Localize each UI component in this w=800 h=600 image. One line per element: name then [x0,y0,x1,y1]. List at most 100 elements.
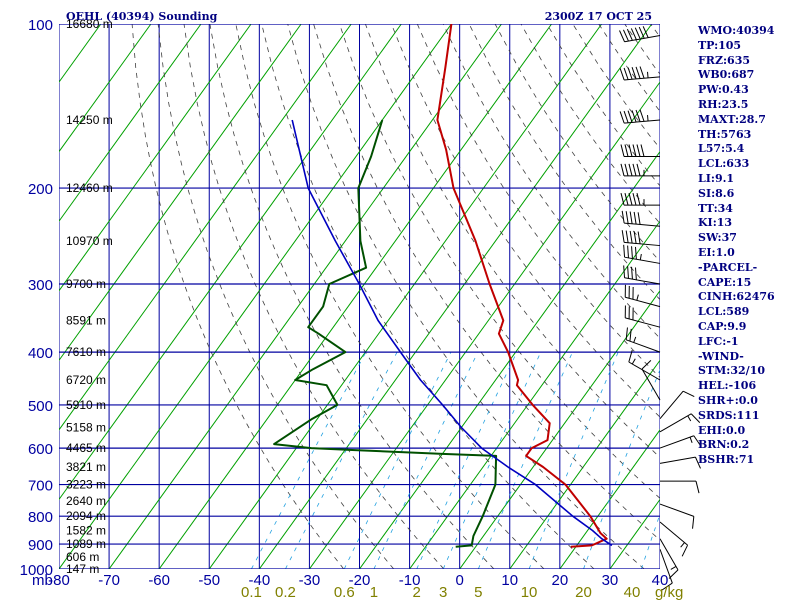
stat-item: SW:37 [698,231,737,245]
wind-barb-feather [621,210,625,224]
axis-labels: -80 -70 -60 -50 -40 -30 -20 -10 0 10 20 30 40 0.1 0.2 0… [20,17,669,600]
stat-item: EI:1.0 [698,245,735,259]
stat-item: EHI:0.0 [698,423,746,437]
wind-barb-feather [694,456,701,469]
x-tick-label: 40 [652,572,669,589]
isotherm-line [308,81,660,569]
x-tick-label: 30 [602,572,619,589]
wind-barb-staff [624,277,661,285]
wind-barb-feather [620,144,625,157]
height-label: 5910 m [66,398,106,412]
wind-barb-feather [632,193,637,206]
wind-barb-feather [629,328,632,342]
stat-item: TP:105 [698,38,742,52]
wind-barb-feather [629,211,633,224]
wind-barb-staff [624,76,661,81]
wind-barb-feather [631,246,633,259]
wind-barb-staff [659,521,688,546]
pressure-label: 100 [28,17,53,34]
wind-barb-feather [636,163,641,177]
mixing-ratio-line [583,368,660,569]
wind-barb [659,435,702,449]
stat-item: L57:5.4 [698,142,745,156]
x-tick-label: -70 [98,572,120,589]
dewpoint-line [273,119,498,548]
x-tick-label: 10 [501,572,518,589]
wind-barb-feather [634,246,637,260]
mixing-ratio-label: 3 [439,584,447,600]
mixing-ratio-line [373,351,479,569]
wind-barb-half-feather [636,294,639,301]
wind-barb [659,549,673,591]
dry-adiabat-line [313,24,660,541]
height-label: 2094 m [66,509,106,523]
x-unit-label: mb [32,572,53,589]
mixing-ratio-label: 5 [474,584,482,600]
dry-adiabat-line [391,24,660,418]
dry-adiabat-line [287,24,645,569]
wind-barb-feather [623,67,629,80]
stat-item: RH:23.5 [698,97,749,111]
stat-item: WB0:687 [698,68,755,82]
wind-barb-feather [630,28,637,40]
wind-barb-feather [635,66,641,79]
stat-item: HEL:-106 [698,379,757,393]
wind-barb-staff [659,435,694,449]
wind-barb [659,503,695,529]
wind-barb [659,413,701,433]
wind-barb-feather [627,245,629,258]
wind-barb-staff [624,241,661,247]
mixing-ratio-label: 10 [521,584,538,600]
wind-barb-feather [693,435,702,447]
height-label: 2640 m [66,494,106,508]
wind-barb-staff [624,35,661,43]
wind-barb-staff [659,503,694,517]
dry-adiabat-line [261,24,595,569]
wind-barb-half-feather [647,71,649,78]
stat-item: -WIND- [698,349,744,363]
wind-barb-feather [628,163,633,177]
mixing-ratio-label: 1 [370,584,378,600]
wind-barb-feather [690,413,701,424]
isotherm-line [59,24,152,153]
pressure-label: 1000 [20,562,53,579]
wind-barb-staff [628,361,661,381]
wind-barb-half-feather [639,253,642,261]
wind-barb-feather [641,360,652,370]
wind-barb [659,456,701,469]
mixing-ratio-label: 0.6 [334,584,355,600]
wind-barb-feather [681,544,689,557]
wind-barb-feather [637,231,641,244]
wind-barb-feather [623,110,629,123]
sounding-profiles [273,24,613,548]
isotherm-line [559,429,660,569]
wind-barb-half-feather [670,566,677,570]
stat-item: SHR+:0.0 [698,393,758,407]
isotherm-line [358,150,660,569]
chart-title: OEHL (40394) Sounding [66,10,218,23]
wind-barb-feather [625,327,628,340]
stat-item: LI:9.1 [698,171,735,185]
wind-barb-feather [623,244,626,258]
stat-item: BRN:0.2 [698,438,750,452]
dry-adiabat-line [183,24,445,569]
pressure-label: 200 [28,181,53,198]
height-label: 14250 m [66,113,113,127]
wind-barb-half-feather [680,542,685,548]
stat-item: TH:5763 [698,127,752,141]
dry-adiabat-line [494,24,660,262]
wind-barb-half-feather [687,415,692,422]
wind-barb [623,244,661,264]
isotherm-line [0,24,51,581]
wind-barbs [619,26,702,591]
wind-barb-feather [639,66,645,79]
wind-barb [625,327,661,353]
wind-barb [659,390,695,420]
isotherm-line [108,24,502,569]
mixing-ratio-label: 2 [413,584,421,600]
wind-barb-feather [619,68,625,81]
pressure-label: 400 [28,345,53,362]
wind-barb [623,265,661,285]
stat-item: CAP:9.9 [698,319,747,333]
pressure-label: 600 [28,441,53,458]
